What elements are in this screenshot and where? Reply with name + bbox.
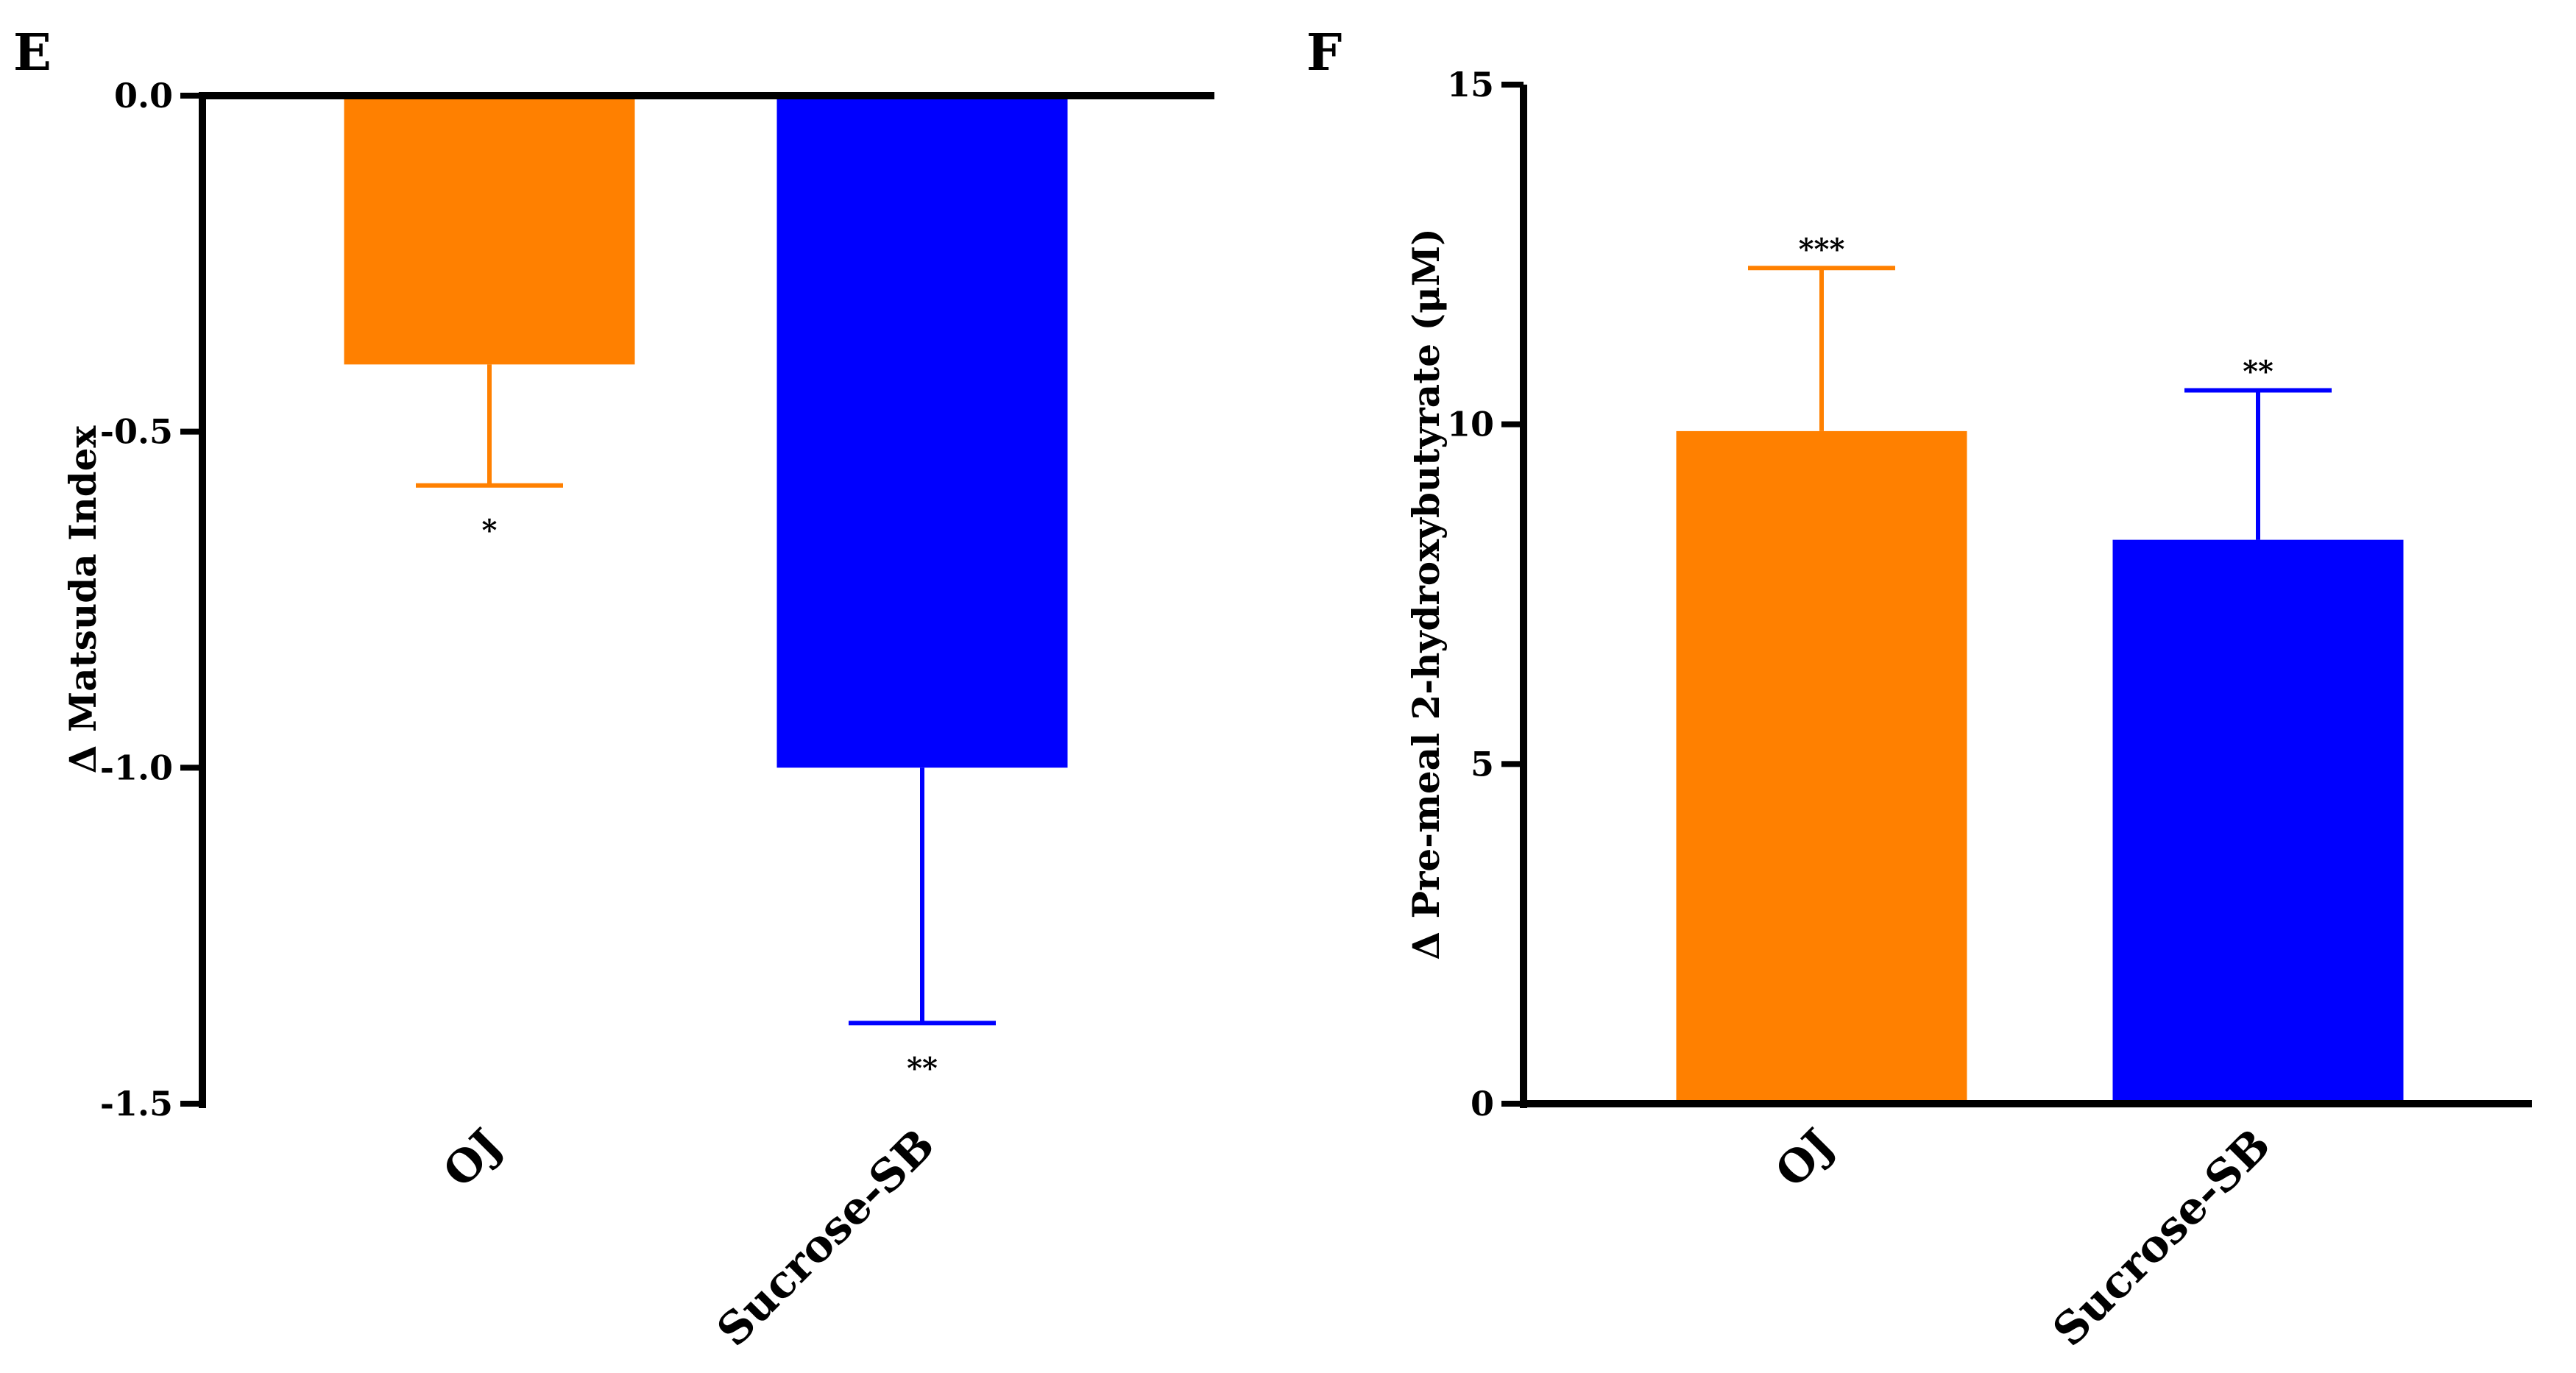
- y-axis-title: Δ Matsuda Index: [61, 425, 105, 773]
- bar-sucrose-sb: [2112, 539, 2404, 1104]
- y-tick-label: -1.5: [100, 1084, 173, 1124]
- panel-f: F *** OJ ** Sucrose-SB 0 5 10 15 Δ Pre-meal 2-hyd…: [1306, 24, 2532, 1357]
- y-tick-label: 5: [1471, 744, 1494, 784]
- significance-label: **: [2243, 355, 2274, 389]
- bar-sucrose-sb: [776, 96, 1068, 768]
- panel-label: F: [1306, 24, 1342, 82]
- y-axis-title: Δ Pre-meal 2-hydroxybutyrate (μM): [1404, 228, 1448, 959]
- y-tick-label: 10: [1447, 405, 1494, 444]
- significance-label: **: [907, 1051, 938, 1085]
- bar-oj: [344, 96, 635, 365]
- significance-label: *: [482, 514, 498, 548]
- category-label: Sucrose-SB: [707, 1119, 944, 1356]
- y-tick-label: -0.5: [100, 412, 173, 452]
- bar-oj: [1676, 430, 1967, 1104]
- panel-e: E * OJ ** Sucrose-SB 0.0 -0.5 -1.0 -1.5 Δ Matsuda…: [13, 24, 1214, 1357]
- panel-label: E: [13, 24, 52, 82]
- category-label: Sucrose-SB: [2043, 1119, 2280, 1356]
- y-tick-label: 0.0: [114, 76, 173, 116]
- category-label: OJ: [1766, 1119, 1844, 1198]
- significance-label: ***: [1799, 232, 1845, 266]
- category-label: OJ: [434, 1119, 512, 1198]
- y-tick-label: 15: [1447, 65, 1494, 104]
- y-tick-label: -1.0: [100, 748, 173, 787]
- y-tick-label: 0: [1471, 1084, 1494, 1124]
